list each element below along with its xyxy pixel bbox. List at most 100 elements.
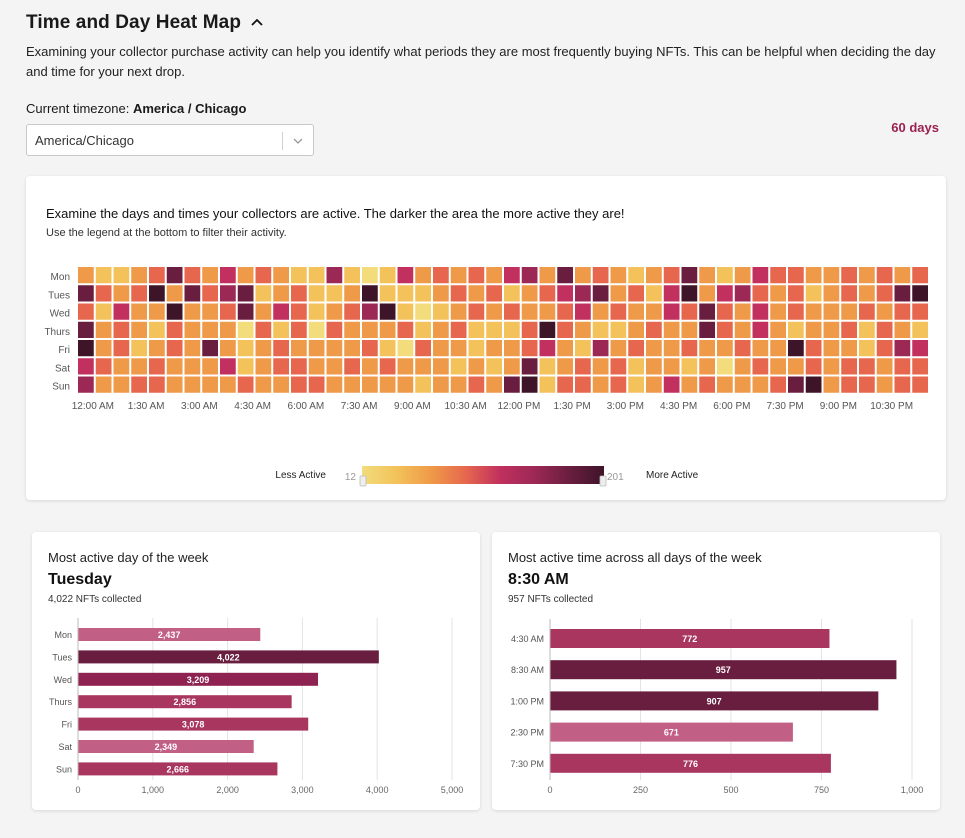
heatmap-cell — [752, 303, 769, 320]
day-chart-headline: Tuesday — [48, 571, 112, 588]
heatmap-cell — [912, 340, 928, 357]
timezone-select-value: America/Chicago — [35, 132, 134, 148]
heatmap-cell — [362, 376, 378, 393]
heatmap-cell — [379, 267, 396, 284]
heatmap-cell — [876, 267, 893, 284]
heatmap-x-tick: 12:00 AM — [72, 401, 114, 412]
heatmap-cell — [859, 285, 875, 302]
heatmap-cell — [78, 321, 94, 338]
heatmap-cell — [486, 267, 502, 284]
heatmap-cell — [131, 358, 147, 375]
heatmap-cell — [113, 358, 130, 375]
heatmap-cell — [131, 267, 147, 284]
bar — [550, 691, 879, 711]
heatmap-cell — [291, 285, 307, 302]
heatmap-cell — [521, 358, 538, 375]
chevron-down-icon[interactable] — [291, 134, 305, 148]
heatmap-cell — [557, 321, 573, 338]
heatmap-cell — [521, 340, 538, 357]
heatmap-cell — [344, 321, 360, 338]
heatmap-cell — [521, 376, 538, 393]
timezone-select[interactable]: America/Chicago — [26, 124, 314, 156]
heatmap-cell — [575, 285, 591, 302]
heatmap-cell — [752, 376, 769, 393]
heatmap-cell — [433, 376, 449, 393]
heatmap-cell — [805, 358, 822, 375]
heatmap-cell — [717, 340, 733, 357]
bar-value-label: 2,437 — [158, 630, 181, 640]
heatmap-cell — [734, 376, 751, 393]
heatmap-cell — [397, 321, 414, 338]
heatmap-cell — [841, 303, 857, 320]
heatmap-cell — [362, 340, 378, 357]
heatmap-cell — [450, 321, 467, 338]
heatmap-cell — [220, 321, 236, 338]
heatmap-cell — [149, 303, 165, 320]
heatmap-cell — [131, 303, 147, 320]
heatmap-cell — [379, 358, 396, 375]
heatmap-cell — [681, 358, 698, 375]
heatmap-cell — [308, 340, 325, 357]
heatmap-cell — [468, 267, 485, 284]
heatmap-cell — [912, 321, 928, 338]
heatmap-cell — [113, 321, 130, 338]
heatmap-cell — [78, 358, 94, 375]
heatmap-cell — [646, 321, 662, 338]
heatmap-cell — [113, 376, 130, 393]
heatmap-cell — [237, 303, 254, 320]
x-tick-label: 750 — [814, 785, 829, 795]
heatmap-cell — [202, 376, 218, 393]
heatmap-cell — [95, 285, 112, 302]
heatmap-cell — [717, 285, 733, 302]
time-bar-chart: 0 250 500 750 1,000 4:30 AM 772 8:30 AM 957 1:00 … — [510, 619, 924, 795]
heatmap-cell — [628, 358, 644, 375]
heatmap-cell — [894, 376, 911, 393]
heatmap-x-tick: 4:30 AM — [234, 401, 271, 412]
heatmap-cell — [663, 267, 680, 284]
heatmap-cell — [486, 376, 502, 393]
day-chart-summary: 4,022 NFTs collected — [48, 594, 142, 605]
heatmap-cell — [859, 340, 875, 357]
heatmap-cell — [415, 267, 431, 284]
heatmap-cell — [362, 285, 378, 302]
heatmap-cell — [131, 321, 147, 338]
heatmap-cell — [166, 340, 183, 357]
y-category-label: 7:30 PM — [510, 759, 544, 769]
heatmap-cell — [823, 376, 840, 393]
select-separator — [282, 132, 283, 150]
heatmap-cell — [433, 340, 449, 357]
heatmap-cell — [468, 321, 485, 338]
heatmap-cell — [876, 321, 893, 338]
bar-value-label: 3,078 — [182, 720, 205, 730]
heatmap-x-tick: 1:30 PM — [554, 401, 591, 412]
heatmap-cell — [575, 340, 591, 357]
heatmap-cell — [752, 340, 769, 357]
heatmap-cell — [699, 267, 715, 284]
heatmap-cell — [326, 340, 343, 357]
heatmap-x-tick: 12:00 PM — [497, 401, 540, 412]
heatmap-cell — [805, 376, 822, 393]
heatmap-cell — [894, 267, 911, 284]
heatmap-cell — [220, 376, 236, 393]
heatmap-cell — [95, 267, 112, 284]
chevron-up-icon[interactable] — [249, 15, 265, 31]
heatmap-cell — [326, 303, 343, 320]
heatmap-cell — [468, 376, 485, 393]
page-title: Time and Day Heat Map — [26, 12, 242, 33]
heatmap-cell — [592, 267, 609, 284]
heatmap-cell — [894, 321, 911, 338]
heatmap-cell — [326, 267, 343, 284]
heatmap-cell — [717, 303, 733, 320]
legend-min-handle — [359, 475, 367, 487]
x-tick-label: 1,000 — [901, 785, 924, 795]
heatmap-cell — [486, 321, 502, 338]
heatmap-cell — [131, 285, 147, 302]
heatmap-cell — [397, 267, 414, 284]
heatmap-cell — [557, 267, 573, 284]
heatmap-cell — [291, 321, 307, 338]
heatmap-cell — [592, 340, 609, 357]
x-tick-label: 250 — [633, 785, 648, 795]
period-selector[interactable]: 60 days — [891, 120, 939, 135]
bar — [550, 629, 830, 648]
timezone-label-text: Current timezone: — [26, 101, 130, 116]
